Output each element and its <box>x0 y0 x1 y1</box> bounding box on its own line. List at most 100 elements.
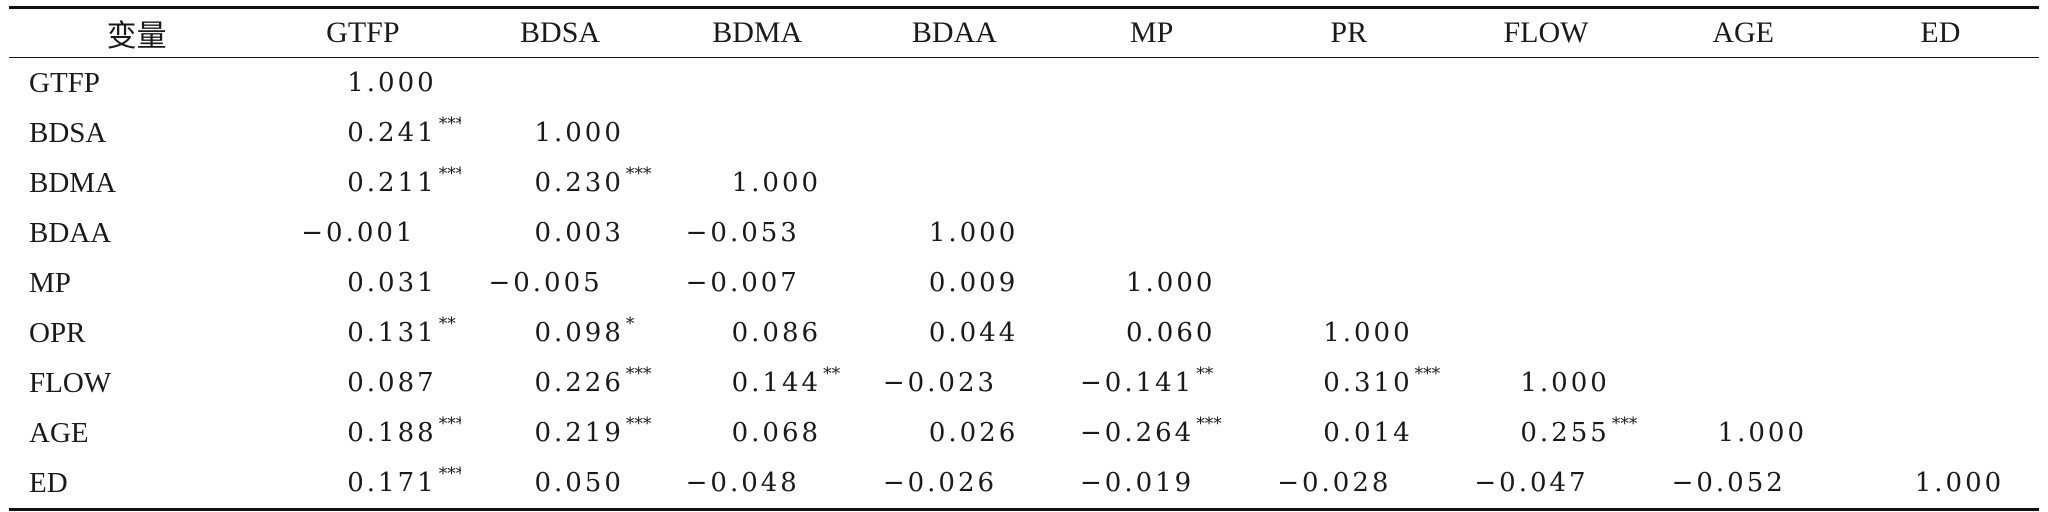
coefficient-value: −0.001 <box>301 218 416 248</box>
value-cell <box>1842 308 2039 358</box>
value-cell: −0.023 <box>856 358 1053 408</box>
cell-content <box>1718 118 1720 148</box>
coefficient-value: 0.031 <box>347 268 437 298</box>
correlation-table-container: 变量 GTFP BDSA BDMA BDAA MP PR FLOW AGE ED GTFP 1.00… <box>9 6 2039 510</box>
value-cell <box>856 58 1053 109</box>
cell-content: 0.098 * <box>534 314 634 348</box>
row-label: GTFP <box>29 66 100 99</box>
value-cell <box>1250 108 1447 158</box>
value-cell: 0.188*** <box>264 408 461 458</box>
cell-content <box>1323 268 1325 298</box>
value-cell <box>1250 58 1447 109</box>
cell-content <box>1915 218 1917 248</box>
row-label: MP <box>29 266 71 299</box>
value-cell <box>1842 158 2039 208</box>
value-cell: −0.052 <box>1645 458 1842 510</box>
coefficient-value: −0.264 <box>1080 418 1195 448</box>
cell-content: 0.171*** <box>347 464 461 498</box>
cell-content <box>1915 68 1917 98</box>
value-cell: −0.001 <box>264 208 461 258</box>
coefficient-value: −0.005 <box>488 268 603 298</box>
header-cell: BDMA <box>712 16 803 49</box>
cell-content <box>929 68 931 98</box>
table-row: BDAA −0.001 0.003 −0.053 1.000 <box>9 208 2039 258</box>
coefficient-value: 0.255 <box>1520 418 1610 448</box>
value-cell: 0.144 ** <box>659 358 856 408</box>
cell-content: −0.141 ** <box>1080 364 1213 398</box>
value-cell: 0.226 *** <box>461 358 658 408</box>
cell-content <box>1323 68 1325 98</box>
value-cell: −0.019 <box>1053 458 1250 510</box>
cell-content <box>732 118 734 148</box>
coefficient-value: 1.000 <box>731 168 822 198</box>
coefficient-value: 0.014 <box>1323 418 1413 448</box>
cell-content: −0.028 <box>1277 468 1393 498</box>
significance-stars: *** <box>438 414 462 434</box>
value-cell <box>856 158 1053 208</box>
coefficient-value: 0.086 <box>731 318 822 348</box>
coefficient-value: −0.141 <box>1080 368 1195 398</box>
cell-content <box>1520 268 1522 298</box>
value-cell: 0.031 <box>264 258 461 308</box>
value-cell: 0.009 <box>856 258 1053 308</box>
significance-stars: ** <box>438 314 456 334</box>
cell-content: −0.264 *** <box>1080 414 1222 448</box>
value-cell: 1.000 <box>461 108 658 158</box>
cell-content <box>1126 218 1128 248</box>
coefficient-value: 1.000 <box>1126 268 1216 298</box>
coefficient-value: 0.009 <box>928 268 1019 298</box>
header-row: 变量 GTFP BDSA BDMA BDAA MP PR FLOW AGE ED <box>9 7 2039 58</box>
cell-content <box>1323 168 1325 198</box>
cell-content: −0.001 <box>301 218 417 248</box>
cell-content: −0.007 <box>686 268 802 298</box>
coefficient-value: 1.000 <box>1914 468 2005 498</box>
coefficient-value: −0.047 <box>1474 468 1589 498</box>
value-cell: 1.000 <box>264 58 461 109</box>
table-row: BDSA 0.241*** 1.000 <box>9 108 2039 158</box>
value-cell: 0.230 *** <box>461 158 658 208</box>
cell-content: 0.086 <box>732 318 823 348</box>
cell-content <box>929 168 931 198</box>
value-cell <box>1053 58 1250 109</box>
cell-content <box>1126 168 1128 198</box>
cell-content: 0.068 <box>732 418 823 448</box>
value-cell: 1.000 <box>856 208 1053 258</box>
significance-stars: ** <box>823 364 841 384</box>
cell-content <box>1915 268 1917 298</box>
cell-content: 1.000 <box>1718 418 1809 448</box>
cell-content <box>1718 368 1720 398</box>
cell-content: 0.255 *** <box>1520 414 1637 448</box>
cell-content <box>1915 418 1917 448</box>
coefficient-value: 1.000 <box>1717 418 1807 448</box>
cell-content: 0.014 <box>1323 418 1414 448</box>
coefficient-value: −0.052 <box>1671 468 1786 498</box>
value-cell: 1.000 <box>1842 458 2039 510</box>
value-cell <box>1842 408 2039 458</box>
coefficient-value: 0.050 <box>534 468 624 498</box>
coefficient-value: −0.023 <box>882 368 998 398</box>
coefficient-value: 0.144 <box>731 368 822 398</box>
cell-content: 1.000 <box>1323 318 1414 348</box>
row-label: OPR <box>29 316 86 349</box>
cell-content <box>1520 68 1522 98</box>
cell-content: 0.031 <box>347 268 438 298</box>
value-cell: 1.000 <box>659 158 856 208</box>
value-cell <box>1447 208 1644 258</box>
coefficient-value: 0.098 <box>534 318 624 348</box>
cell-content <box>929 118 931 148</box>
value-cell <box>659 108 856 158</box>
cell-content: 0.044 <box>929 318 1020 348</box>
coefficient-value: 1.000 <box>928 218 1019 248</box>
cell-content: 0.188*** <box>347 414 461 448</box>
cell-content <box>1718 218 1720 248</box>
value-cell <box>1645 208 1842 258</box>
value-cell: 1.000 <box>1645 408 1842 458</box>
cell-content: 0.226 *** <box>534 364 651 398</box>
value-cell <box>1645 58 1842 109</box>
cell-content: 1.000 <box>534 118 625 148</box>
cell-content: 0.026 <box>929 418 1020 448</box>
significance-stars: *** <box>438 164 462 184</box>
table-row: FLOW 0.087 0.226 *** 0.144 ** −0.023 −0.141 ** 0.… <box>9 358 2039 408</box>
cell-content: −0.048 <box>686 468 802 498</box>
header-cell: ED <box>1920 16 1961 49</box>
